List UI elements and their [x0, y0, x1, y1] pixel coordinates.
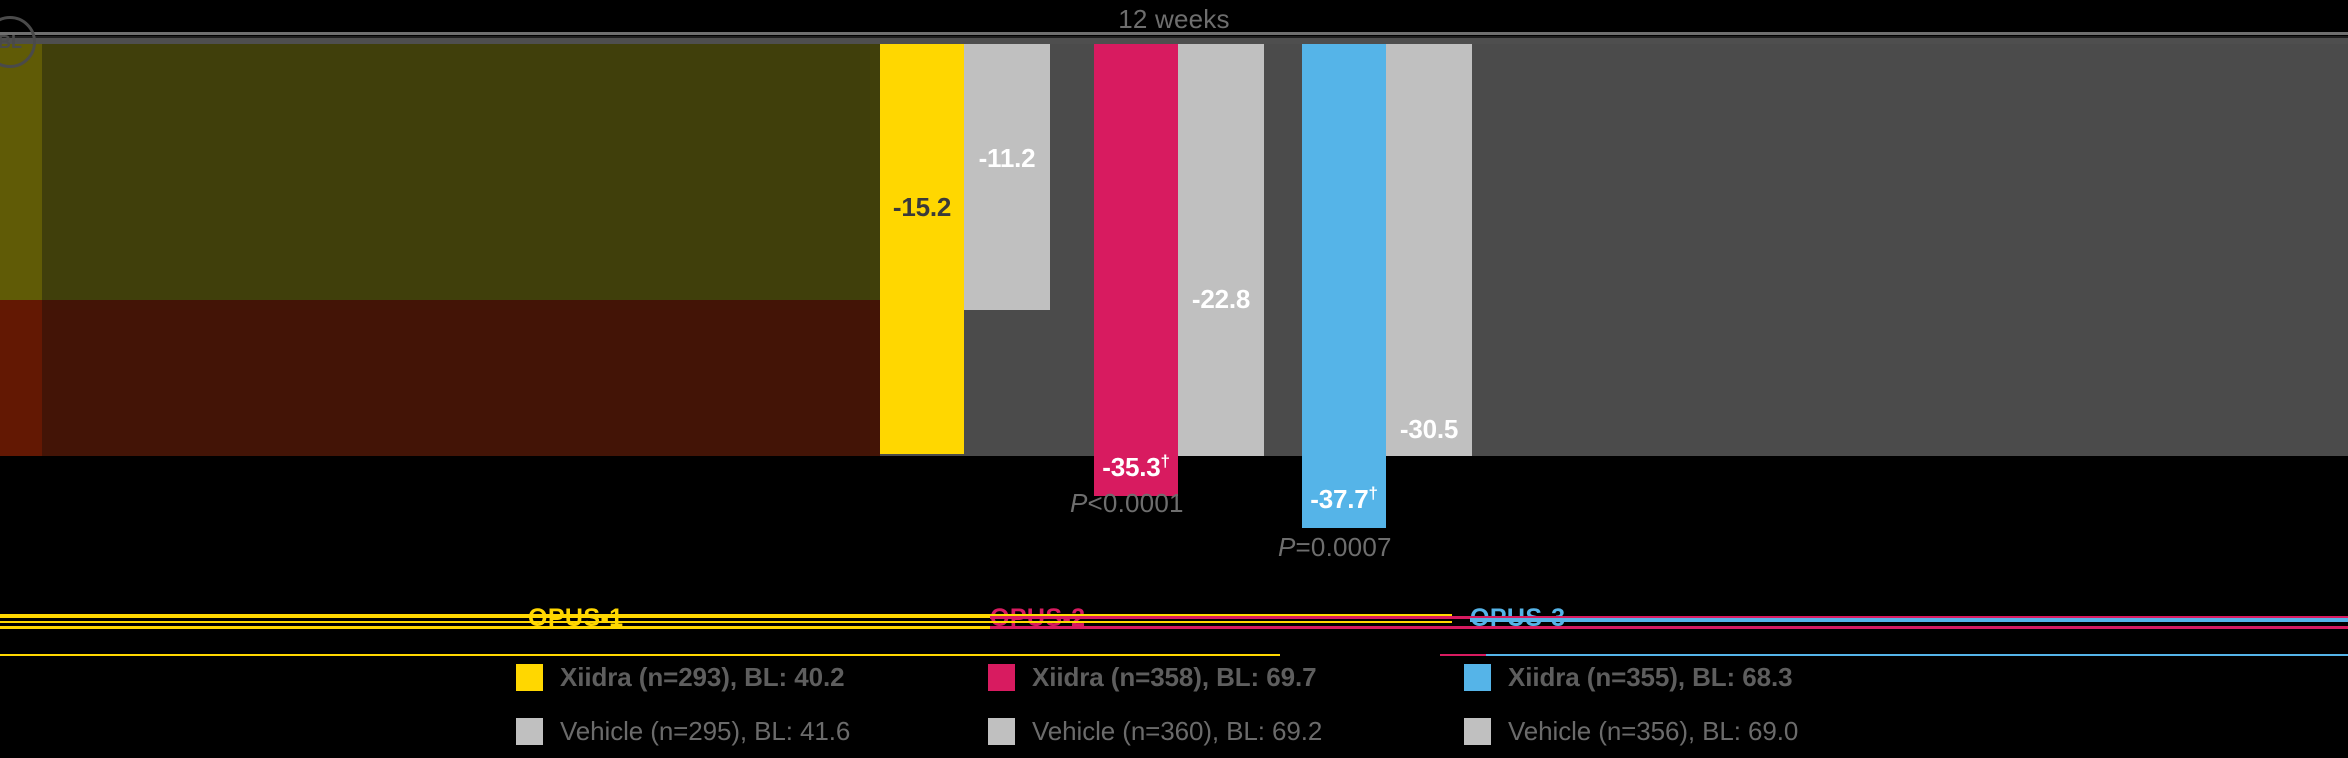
strip-line-yellow-mid: [0, 621, 1452, 623]
pvalue-opus2: P<0.0001: [1070, 488, 1184, 519]
legend-label-opus1-xiidra: Xiidra (n=293), BL: 40.2: [560, 661, 845, 692]
bar-opus2-vehicle[interactable]: -22.8: [1178, 44, 1264, 456]
legend-swatch-xiidra-opus3: [1464, 663, 1491, 691]
bar-value-opus3-vehicle: -30.5: [1399, 414, 1459, 444]
legend-swatch-xiidra-opus2: [988, 663, 1015, 691]
legend-column-opus1: Xiidra (n=293), BL: 40.2 Vehicle (n=295)…: [516, 650, 850, 758]
strip-line-yellow-bottom: [0, 626, 1452, 629]
bar-opus1-xiidra[interactable]: -15.2: [880, 44, 964, 454]
legend-swatch-vehicle-opus2: [988, 717, 1015, 745]
bar-value-opus1-vehicle: -11.2: [978, 143, 1036, 173]
bar-opus3-vehicle[interactable]: -30.5: [1386, 44, 1472, 456]
legend-item-opus3-vehicle[interactable]: Vehicle (n=356), BL: 69.0: [1464, 704, 1798, 758]
bar-opus3-xiidra[interactable]: -37.7†: [1302, 44, 1386, 528]
dagger-opus2-xiidra: †: [1160, 451, 1170, 471]
legend-column-opus2: Xiidra (n=358), BL: 69.7 Vehicle (n=360)…: [988, 650, 1322, 758]
legend-item-opus1-xiidra[interactable]: Xiidra (n=293), BL: 40.2: [516, 650, 850, 704]
pvalue-opus2-prefix: P: [1070, 488, 1088, 518]
pvalue-opus3-value: =0.0007: [1295, 532, 1392, 562]
group-label-opus1: OPUS-1: [528, 604, 624, 632]
bar-value-opus1-xiidra: -15.2: [892, 192, 952, 222]
legend-label-opus3-vehicle: Vehicle (n=356), BL: 69.0: [1508, 715, 1799, 746]
strip-line-yellow-top: [0, 614, 1452, 618]
legend-item-opus1-vehicle[interactable]: Vehicle (n=295), BL: 41.6: [516, 704, 850, 758]
strip-line-blue: [1470, 618, 2348, 622]
pvalue-opus2-value: <0.0001: [1087, 488, 1184, 518]
zero-axis-line: [0, 32, 2348, 35]
bars-layer: -15.2 -11.2 -35.3† -22.8 -37.7† -30.5: [0, 44, 2348, 528]
legend-item-opus2-xiidra[interactable]: Xiidra (n=358), BL: 69.7: [988, 650, 1322, 704]
dagger-opus3-xiidra: †: [1368, 483, 1378, 503]
zero-axis-hairline: [0, 36, 2348, 38]
legend-column-opus3: Xiidra (n=355), BL: 68.3 Vehicle (n=356)…: [1464, 650, 1798, 758]
group-label-opus3: OPUS-3: [1470, 604, 1566, 632]
bar-value-opus3-xiidra: -37.7: [1310, 484, 1369, 514]
pvalue-opus3: P=0.0007: [1278, 532, 1392, 563]
legend-label-opus2-xiidra: Xiidra (n=358), BL: 69.7: [1032, 661, 1317, 692]
legend-swatch-xiidra-opus1: [516, 663, 543, 691]
legend-label-opus3-xiidra: Xiidra (n=355), BL: 68.3: [1508, 661, 1793, 692]
chart-title: 12 weeks: [1118, 4, 1230, 34]
legend-label-opus1-vehicle: Vehicle (n=295), BL: 41.6: [560, 715, 851, 746]
legend-swatch-vehicle-opus3: [1464, 717, 1491, 745]
zero-axis-band: [0, 38, 2348, 44]
bar-opus1-vehicle[interactable]: -11.2: [964, 44, 1050, 310]
bar-value-opus2-xiidra: -35.3: [1102, 452, 1161, 482]
pvalue-opus3-prefix: P: [1278, 532, 1296, 562]
legend-swatch-vehicle-opus1: [516, 717, 543, 745]
legend-label-opus2-vehicle: Vehicle (n=360), BL: 69.2: [1032, 715, 1323, 746]
legend-item-opus3-xiidra[interactable]: Xiidra (n=355), BL: 68.3: [1464, 650, 1798, 704]
strip-line-pink-top: [990, 616, 2348, 619]
legend-item-opus2-vehicle[interactable]: Vehicle (n=360), BL: 69.2: [988, 704, 1322, 758]
group-label-opus2: OPUS-2: [990, 604, 1086, 632]
strip-line-pink-bottom: [990, 626, 2348, 629]
bar-value-opus2-vehicle: -22.8: [1191, 284, 1251, 314]
bar-opus2-xiidra[interactable]: -35.3†: [1094, 44, 1178, 496]
